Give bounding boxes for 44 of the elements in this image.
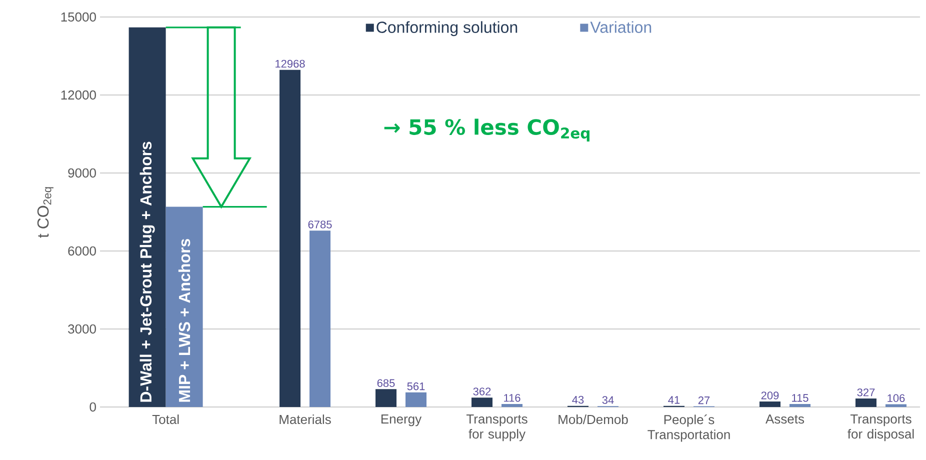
- x-tick-label: People´s Transportation: [648, 414, 730, 442]
- x-tick-label: Total: [152, 414, 179, 424]
- data-label: 27: [698, 396, 710, 404]
- y-tick-label: 6000: [68, 246, 96, 256]
- bar: [885, 404, 906, 407]
- data-label: 561: [407, 382, 425, 390]
- data-label: 362: [473, 388, 491, 396]
- data-label: 685: [377, 379, 395, 387]
- data-label: 34: [602, 396, 614, 404]
- y-tick-label: 15000: [61, 12, 96, 22]
- x-tick-label: Energy: [381, 414, 422, 426]
- bar: [789, 404, 810, 407]
- data-label: 6785: [308, 220, 332, 228]
- annotation: D-Wall + Jet-Grout Plug + Anchors: [140, 142, 155, 402]
- legend-label: Variation: [590, 21, 652, 33]
- bar: [502, 404, 522, 407]
- x-tick-label: Assets: [766, 414, 804, 424]
- y-tick-label: 3000: [68, 324, 96, 334]
- x-tick-label: Materials: [280, 414, 331, 424]
- legend-label: Conforming solution: [376, 21, 518, 36]
- y-tick-label: 9000: [68, 168, 96, 178]
- x-tick-label: Transports for supply: [466, 414, 528, 442]
- bar: [759, 402, 780, 407]
- bar: [472, 398, 492, 407]
- bar: [310, 230, 331, 407]
- data-label: 106: [888, 394, 905, 402]
- x-tick-label: Mob/Demob: [558, 414, 628, 424]
- data-label: 115: [792, 394, 808, 402]
- annotation: MIP + LWS + Anchors: [178, 238, 190, 402]
- y-tick-label: 12000: [61, 90, 96, 100]
- data-label: 116: [504, 394, 520, 402]
- bar: [376, 389, 397, 407]
- bar: [406, 392, 426, 407]
- data-label: 12968: [276, 60, 305, 68]
- data-label: 41: [668, 396, 680, 404]
- data-label: 43: [572, 396, 584, 404]
- bar: [855, 398, 876, 407]
- y-tick-label: 0: [90, 402, 96, 412]
- x-tick-label: Transports for disposal: [848, 414, 914, 442]
- annotation: → 55 % less CO$_{2eq}$: [384, 118, 590, 142]
- data-label: 209: [761, 392, 779, 400]
- data-label: 327: [857, 388, 875, 396]
- y-axis-title: t CO$_{2eq}$: [37, 187, 54, 238]
- bar: [280, 70, 301, 407]
